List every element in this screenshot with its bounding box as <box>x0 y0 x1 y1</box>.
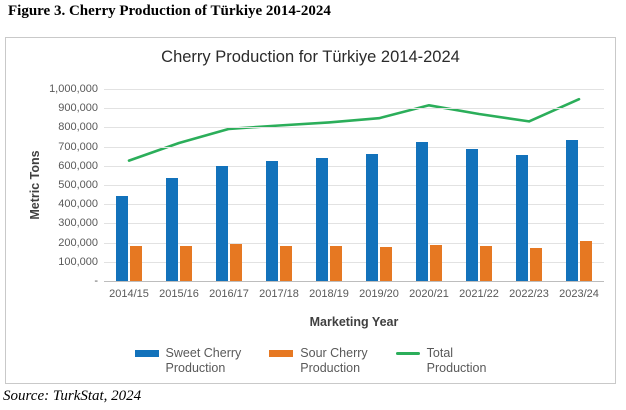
y-axis-tick-labels: - 100,000 200,000 300,000 400,000 500,000 600,… <box>6 83 98 287</box>
total-production-line <box>127 97 581 162</box>
y-tick-label: 400,000 <box>58 198 98 211</box>
gridline <box>104 261 604 263</box>
sweet-cherry-production-bar-2016-17 <box>216 165 228 281</box>
x-axis-tick-labels: 2014/15 2015/16 2016/17 2017/18 2018/19 2019/… <box>104 288 604 302</box>
chart-container: Cherry Production for Türkiye 2014-2024 … <box>5 37 616 384</box>
x-axis-title: Marketing Year <box>309 315 399 329</box>
sweet-cherry-production-bar-2023-24 <box>566 139 578 281</box>
sour-cherry-production-bar-2022-23 <box>530 248 542 281</box>
total-production-swatch <box>395 352 420 355</box>
sour-cherry-production-bar-2016-17 <box>230 244 242 281</box>
y-tick-label: 600,000 <box>58 159 98 172</box>
x-tick-label-2015-16: 2015/16 <box>159 288 199 300</box>
legend-label: Sweet Cherry Production <box>165 346 242 375</box>
gridline <box>104 146 604 148</box>
gridline <box>104 242 604 244</box>
x-tick-label-2021-22: 2021/22 <box>459 288 499 300</box>
y-tick-label: - <box>94 275 98 287</box>
gridline <box>104 108 604 110</box>
sweet-cherry-production-bar-2015-16 <box>166 178 178 281</box>
y-tick-label: 1,000,000 <box>49 83 98 95</box>
legend-label: Sour Cherry Production <box>300 346 368 375</box>
sweet-cherry-production-bar-2014-15 <box>116 195 128 281</box>
x-tick-label-2014-15: 2014/15 <box>109 288 149 300</box>
sour-cherry-production-bar-2015-16 <box>180 246 192 281</box>
x-tick-label-2019-20: 2019/20 <box>359 288 399 300</box>
sweet-cherry-production-bar-2019-20 <box>366 153 378 281</box>
sweet-cherry-production-bar-2020-21 <box>416 142 428 281</box>
total-production-line-layer <box>127 97 581 162</box>
sweet-cherry-production-bar-2018-19 <box>316 158 328 281</box>
sour-cherry-production-bar-2023-24 <box>580 241 592 281</box>
sour-cherry-production-bar-2014-15 <box>130 246 142 281</box>
y-tick-label: 900,000 <box>58 102 98 115</box>
plot-area <box>104 89 604 282</box>
gridline <box>104 185 604 186</box>
y-tick-label: 200,000 <box>58 236 98 249</box>
gridline <box>104 127 604 129</box>
source-note: Source: TurkStat, 2024 <box>3 388 142 404</box>
sweet-cherry-production-bar-2017-18 <box>266 160 278 281</box>
sour-cherry-production-bar-2019-20 <box>380 246 392 281</box>
sweet-cherry-production-bar-2021-22 <box>466 148 478 281</box>
gridline <box>104 89 604 90</box>
chart-title: Cherry Production for Türkiye 2014-2024 <box>161 48 460 66</box>
legend: Sweet Cherry Production Sour Cherry Product… <box>6 346 615 376</box>
x-tick-label-2017-18: 2017/18 <box>259 288 299 300</box>
sour-cherry-production-bar-2021-22 <box>480 246 492 281</box>
x-tick-label-2023-24: 2023/24 <box>559 288 599 300</box>
y-tick-label: 500,000 <box>58 179 98 191</box>
y-tick-label: 100,000 <box>58 255 98 268</box>
y-tick-label: 700,000 <box>58 140 98 153</box>
x-tick-label-2016-17: 2016/17 <box>209 288 249 300</box>
y-tick-label: 300,000 <box>58 217 98 230</box>
sour-cherry-production-bar-2018-19 <box>330 246 342 281</box>
sour-cherry-production-bar-2020-21 <box>430 245 442 281</box>
gridline <box>104 204 604 206</box>
legend-item-total-production: Total Production <box>395 346 487 376</box>
gridline <box>104 165 604 167</box>
x-tick-label-2020-21: 2020/21 <box>409 288 449 300</box>
sour-cherry-production-swatch <box>269 350 294 357</box>
legend-label: Total Production <box>426 346 487 375</box>
figure-caption: Figure 3. Cherry Production of Türkiye 2… <box>8 3 331 19</box>
y-tick-label: 800,000 <box>58 121 98 134</box>
sweet-cherry-production-swatch <box>134 350 159 357</box>
x-tick-label-2022-23: 2022/23 <box>509 288 549 300</box>
x-tick-label-2018-19: 2018/19 <box>309 288 349 300</box>
sweet-cherry-production-bar-2022-23 <box>516 155 528 281</box>
gridline <box>104 223 604 225</box>
legend-item-sour-cherry-production: Sour Cherry Production <box>269 346 368 376</box>
sour-cherry-production-bar-2017-18 <box>280 246 292 281</box>
legend-item-sweet-cherry-production: Sweet Cherry Production <box>134 346 242 376</box>
